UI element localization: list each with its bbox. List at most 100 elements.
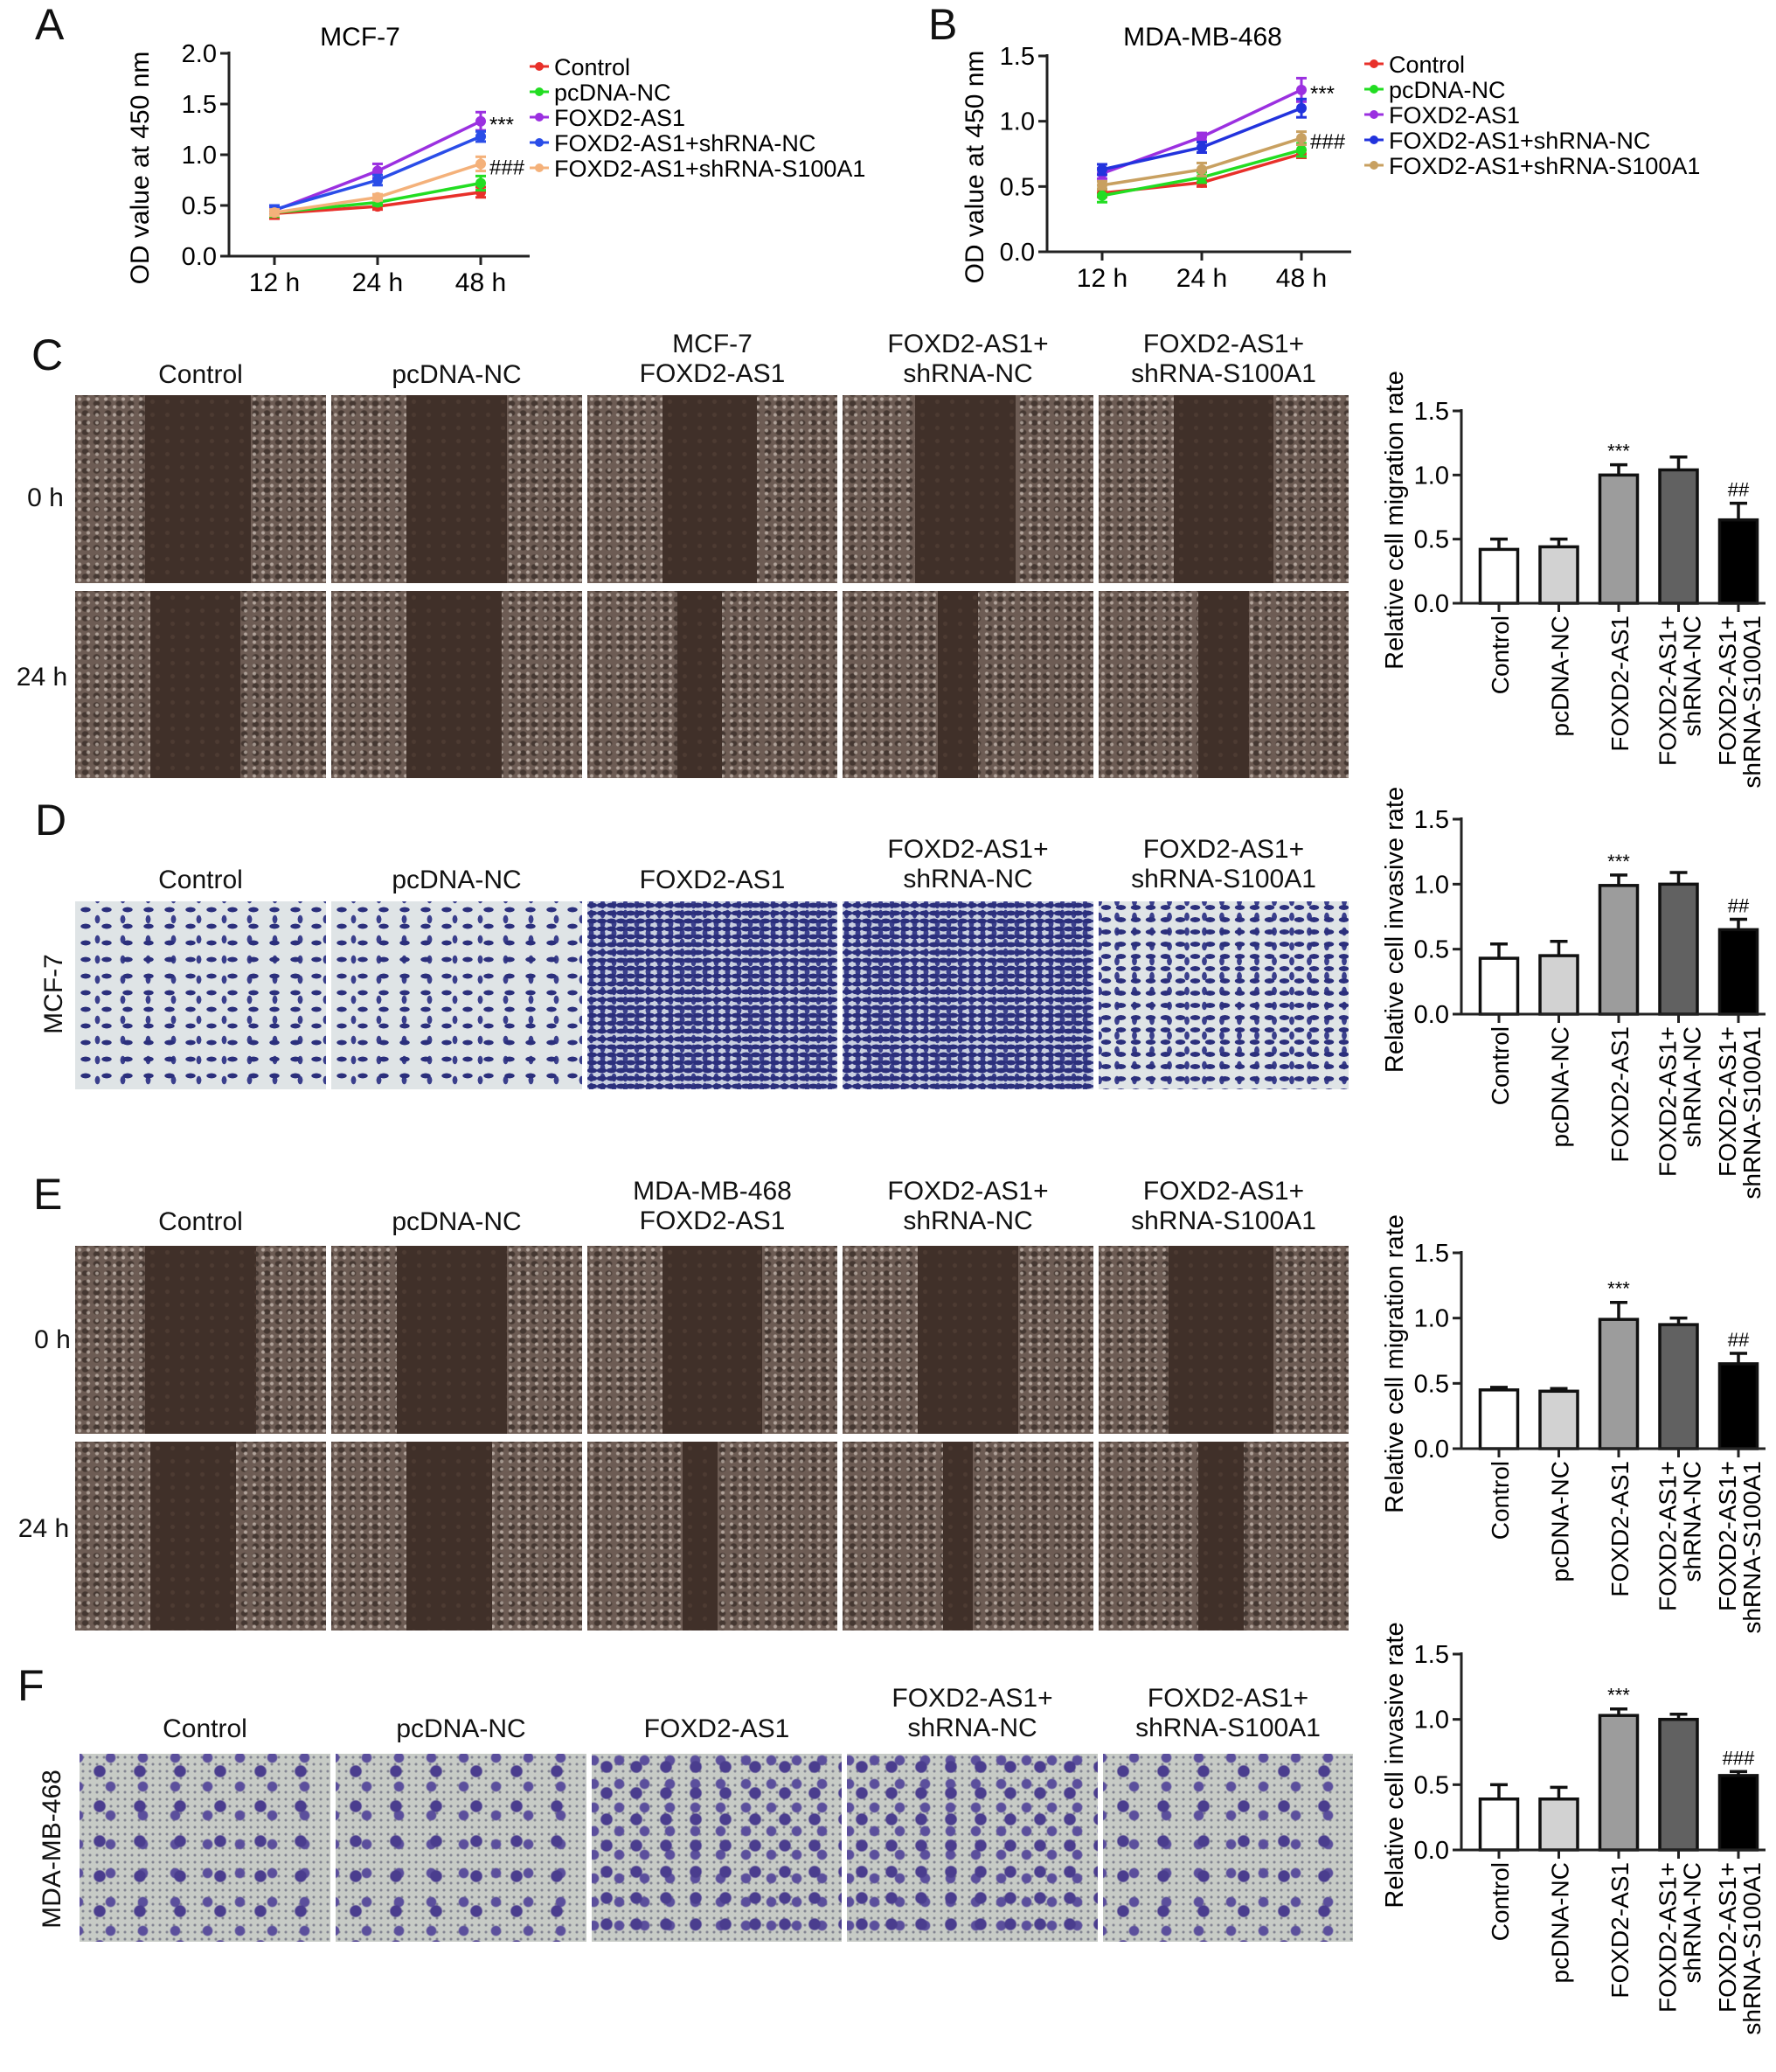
scratch-wound-area	[915, 395, 1016, 583]
legend-swatch-marker	[1370, 136, 1378, 144]
micrograph-image	[1099, 1246, 1349, 1434]
micrograph-image	[1099, 1442, 1349, 1630]
column-header: pcDNA-NC	[396, 1714, 525, 1744]
column-header: FOXD2-AS1+ shRNA-NC	[891, 1684, 1052, 1743]
significance-annotation: ##	[1728, 479, 1750, 501]
scratch-wound-area	[406, 591, 503, 778]
y-tick-label: 1.5	[1414, 398, 1449, 426]
bar	[1717, 928, 1759, 1016]
micrograph-image	[843, 1246, 1093, 1434]
legend-label: FOXD2-AS1+shRNA-NC	[554, 130, 815, 156]
y-tick-label: 1.0	[1414, 462, 1449, 490]
column-header-line: FOXD2-AS1+	[1142, 835, 1305, 864]
x-tick-label: Control	[1487, 1026, 1514, 1105]
scratch-wound-area	[396, 1246, 507, 1434]
y-tick-label: 0.5	[1414, 936, 1449, 964]
column-header: MDA-MB-468 FOXD2-AS1	[633, 1177, 792, 1236]
column-header: MCF-7 FOXD2-AS1	[640, 330, 786, 389]
micrograph-image	[847, 1754, 1098, 1942]
micrograph-image	[843, 591, 1093, 778]
y-tick-label: 1.5	[1414, 806, 1449, 834]
data-point	[1197, 131, 1207, 143]
column-header-line: shRNA-S100A1	[1131, 1206, 1316, 1235]
scratch-wound-area	[1198, 591, 1249, 778]
y-tick-label: 0.0	[1414, 1837, 1449, 1865]
scratch-wound-area	[918, 1246, 1018, 1434]
scratch-wound-area	[1173, 395, 1274, 583]
significance-annotation: ***	[1607, 1278, 1630, 1300]
legend-label: FOXD2-AS1	[554, 105, 685, 131]
column-header-line: shRNA-NC	[903, 359, 1033, 388]
scratch-wound-area	[150, 1442, 236, 1630]
micrograph-image	[75, 395, 326, 583]
y-axis-label: OD value at 450 nm	[126, 52, 155, 285]
column-header: FOXD2-AS1+ shRNA-S100A1	[1131, 835, 1316, 894]
micrograph-image	[331, 901, 582, 1089]
x-tick-label: shRNA-NC	[1679, 615, 1706, 736]
legend-label: pcDNA-NC	[1389, 77, 1506, 103]
significance-annotation: ##	[1728, 894, 1750, 916]
column-header-line: pcDNA-NC	[392, 360, 522, 389]
micrograph-image	[75, 591, 326, 778]
legend-label: pcDNA-NC	[554, 80, 671, 106]
significance-annotation: ###	[489, 156, 525, 179]
panel-letter-d: D	[35, 796, 67, 845]
x-tick-label: pcDNA-NC	[1547, 615, 1574, 736]
micrograph-image	[1099, 591, 1349, 778]
micrograph-image	[75, 1246, 326, 1434]
x-tick-label: 24 h	[352, 268, 403, 297]
x-tick-label: FOXD2-AS1+	[1655, 1026, 1682, 1177]
data-point	[1296, 144, 1307, 156]
y-tick-label: 0.0	[1000, 239, 1035, 267]
column-header-line: pcDNA-NC	[396, 1714, 526, 1743]
micrograph-image	[75, 901, 326, 1089]
micrograph-image	[843, 901, 1093, 1089]
x-tick-label: Control	[1487, 1862, 1514, 1941]
y-axis-label: Relative cell migration rate	[1381, 371, 1409, 670]
x-tick-label: FOXD2-AS1	[1606, 1862, 1634, 1999]
column-header: pcDNA-NC	[392, 1207, 521, 1237]
micrograph-image	[75, 1442, 326, 1630]
x-tick-label: FOXD2-AS1+	[1655, 1461, 1682, 1611]
micrograph-image	[80, 1754, 330, 1942]
column-header: Control	[158, 866, 243, 895]
data-point	[1296, 102, 1307, 114]
row-label: 24 h	[16, 663, 68, 692]
x-tick-label: 12 h	[249, 268, 300, 297]
column-header-line: FOXD2-AS1+	[891, 1684, 1053, 1713]
legend-label: FOXD2-AS1+shRNA-NC	[1389, 128, 1650, 154]
data-point	[269, 207, 280, 219]
column-header-line: shRNA-S100A1	[1131, 865, 1316, 893]
scratch-wound-area	[1169, 1246, 1274, 1434]
row-label: 24 h	[17, 1514, 70, 1543]
y-tick-label: 1.0	[1414, 1305, 1449, 1333]
micrograph-image	[1099, 901, 1349, 1089]
y-axis-label: Relative cell migration rate	[1381, 1214, 1409, 1513]
micrograph-image	[331, 591, 582, 778]
x-tick-label: FOXD2-AS1+	[1655, 615, 1682, 766]
y-tick-label: 1.5	[1414, 1240, 1449, 1268]
panel-letter-a: A	[35, 0, 65, 49]
y-tick-label: 1.0	[182, 142, 217, 170]
scratch-wound-area	[406, 395, 507, 583]
column-header-line: FOXD2-AS1+	[1147, 1684, 1309, 1713]
legend-label: Control	[1389, 52, 1465, 78]
x-tick-label: 48 h	[1276, 264, 1327, 293]
scratch-wound-area	[938, 591, 978, 778]
x-tick-label: FOXD2-AS1	[1606, 615, 1634, 752]
x-tick-label: FOXD2-AS1+	[1714, 615, 1741, 766]
column-header-line: FOXD2-AS1	[639, 1206, 786, 1235]
bar	[1538, 1389, 1579, 1450]
column-header: FOXD2-AS1+ shRNA-NC	[887, 1177, 1048, 1236]
y-tick-label: 1.0	[1414, 871, 1449, 899]
y-axis-label: Relative cell invasive rate	[1381, 1622, 1409, 1908]
y-tick-label: 0.0	[1414, 1436, 1449, 1464]
significance-annotation: ###	[1310, 130, 1346, 154]
y-tick-label: 0.5	[1414, 1370, 1449, 1398]
legend-swatch-marker	[535, 62, 544, 71]
x-tick-label: FOXD2-AS1	[1606, 1461, 1634, 1597]
bar	[1478, 1797, 1520, 1852]
column-header-line: pcDNA-NC	[392, 866, 522, 894]
x-tick-label: FOXD2-AS1+	[1714, 1862, 1741, 2013]
